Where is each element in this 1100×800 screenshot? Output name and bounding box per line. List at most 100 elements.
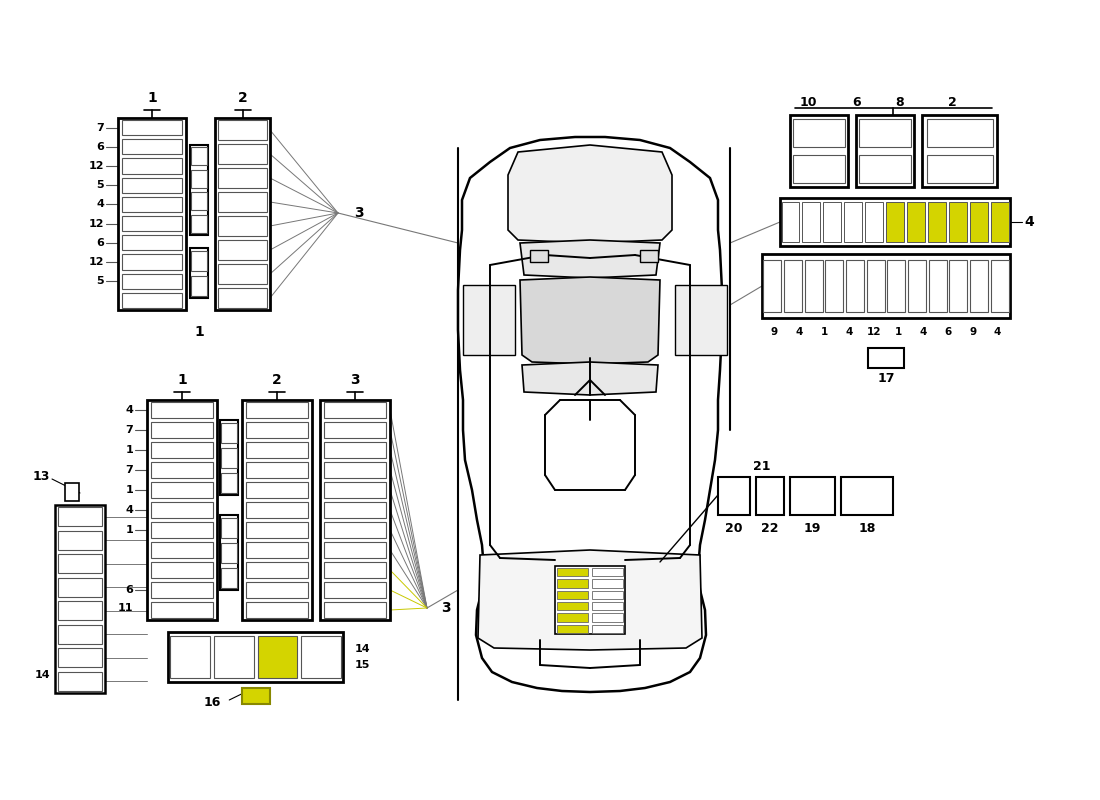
- Text: 1: 1: [177, 373, 187, 387]
- Bar: [865, 202, 883, 242]
- Text: 4: 4: [125, 505, 133, 515]
- Bar: [557, 579, 588, 588]
- Bar: [58, 507, 102, 526]
- Bar: [949, 261, 967, 311]
- Bar: [844, 202, 862, 242]
- Text: 3: 3: [354, 206, 364, 220]
- Bar: [592, 625, 623, 633]
- Bar: [557, 590, 588, 599]
- Bar: [324, 462, 386, 478]
- Bar: [122, 274, 182, 289]
- Text: 4: 4: [920, 327, 927, 337]
- Text: 20: 20: [725, 522, 742, 535]
- Bar: [556, 566, 625, 634]
- Bar: [151, 442, 212, 458]
- Bar: [122, 216, 182, 231]
- Bar: [190, 248, 208, 298]
- Bar: [557, 625, 588, 633]
- Bar: [58, 648, 102, 667]
- Bar: [926, 118, 992, 147]
- Bar: [151, 542, 212, 558]
- Bar: [781, 202, 800, 242]
- Text: since: since: [571, 590, 629, 610]
- Text: 18: 18: [858, 522, 876, 535]
- Bar: [65, 483, 79, 501]
- Bar: [122, 197, 182, 212]
- Bar: [970, 261, 988, 311]
- Bar: [908, 261, 926, 311]
- Text: 9: 9: [771, 327, 778, 337]
- Bar: [122, 293, 182, 308]
- Bar: [928, 202, 946, 242]
- Text: 16: 16: [204, 695, 220, 709]
- Text: 12: 12: [88, 218, 104, 229]
- Bar: [122, 254, 182, 270]
- Bar: [151, 422, 212, 438]
- Bar: [557, 568, 588, 576]
- Bar: [718, 477, 750, 515]
- Text: 12: 12: [867, 327, 881, 337]
- Bar: [221, 447, 236, 467]
- Bar: [324, 482, 386, 498]
- Bar: [170, 636, 210, 678]
- Bar: [762, 254, 1010, 318]
- Bar: [218, 168, 266, 188]
- Bar: [949, 202, 967, 242]
- Bar: [168, 632, 343, 682]
- Text: alinfo parts: alinfo parts: [490, 548, 630, 572]
- Bar: [58, 554, 102, 573]
- Bar: [246, 422, 308, 438]
- Bar: [221, 518, 236, 538]
- Bar: [213, 636, 253, 678]
- Text: 8: 8: [895, 97, 904, 110]
- Bar: [592, 568, 623, 576]
- Text: 4: 4: [845, 327, 853, 337]
- Text: 1: 1: [894, 327, 902, 337]
- Text: 2: 2: [272, 373, 282, 387]
- Bar: [221, 567, 236, 587]
- Bar: [463, 285, 515, 355]
- Text: 5: 5: [97, 180, 104, 190]
- Bar: [756, 477, 784, 515]
- Bar: [246, 542, 308, 558]
- Bar: [592, 590, 623, 599]
- Text: 9: 9: [969, 327, 977, 337]
- Bar: [557, 614, 588, 622]
- Bar: [246, 442, 308, 458]
- Text: 4: 4: [96, 199, 104, 210]
- Bar: [530, 250, 548, 262]
- Bar: [218, 240, 266, 259]
- Text: 7: 7: [125, 465, 133, 475]
- Bar: [780, 198, 1010, 246]
- Bar: [242, 688, 270, 704]
- Text: GTS: GTS: [506, 463, 674, 537]
- Text: 3: 3: [441, 601, 451, 615]
- Text: 1: 1: [194, 325, 204, 339]
- Bar: [324, 422, 386, 438]
- Bar: [151, 502, 212, 518]
- Bar: [122, 235, 182, 250]
- Bar: [324, 602, 386, 618]
- Text: 6: 6: [125, 585, 133, 595]
- Bar: [191, 214, 207, 233]
- Bar: [823, 202, 842, 242]
- Text: 19: 19: [804, 522, 822, 535]
- Bar: [55, 505, 104, 693]
- Bar: [191, 192, 207, 210]
- Bar: [122, 158, 182, 174]
- Bar: [58, 672, 102, 690]
- Polygon shape: [520, 277, 660, 364]
- Bar: [908, 202, 925, 242]
- Text: 2: 2: [238, 91, 248, 105]
- Text: 1: 1: [125, 525, 133, 535]
- Bar: [324, 502, 386, 518]
- Bar: [324, 582, 386, 598]
- Bar: [640, 250, 658, 262]
- Bar: [122, 139, 182, 154]
- Bar: [122, 120, 182, 135]
- Bar: [859, 154, 911, 183]
- Text: 1: 1: [125, 485, 133, 495]
- Bar: [257, 636, 297, 678]
- Polygon shape: [522, 362, 658, 395]
- Bar: [246, 402, 308, 418]
